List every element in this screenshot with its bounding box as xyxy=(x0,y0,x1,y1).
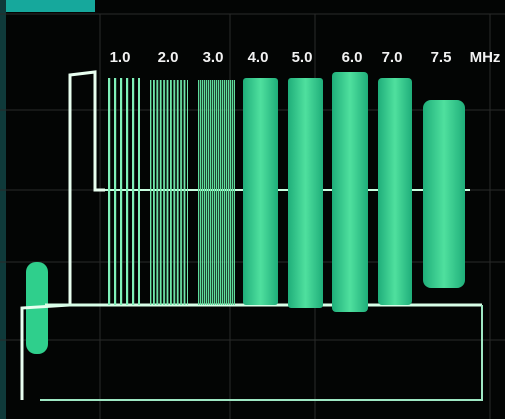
bezel-edge xyxy=(0,0,95,12)
burst-8 xyxy=(423,100,465,288)
frequency-label: 1.0 xyxy=(110,49,131,66)
frequency-label: 7.0 xyxy=(382,49,403,66)
burst-1 xyxy=(105,78,140,305)
burst-5 xyxy=(288,78,323,308)
frequency-label: 6.0 xyxy=(342,49,363,66)
unit-label: MHz xyxy=(470,49,501,66)
bezel-left xyxy=(0,0,6,419)
frequency-label: 2.0 xyxy=(158,49,179,66)
burst-6 xyxy=(332,72,368,312)
frequency-label: 5.0 xyxy=(292,49,313,66)
pedestal-trace xyxy=(20,70,105,400)
frequency-label: 7.5 xyxy=(431,49,452,66)
sync-trace xyxy=(40,305,483,401)
frequency-label: 3.0 xyxy=(203,49,224,66)
burst-2 xyxy=(150,80,188,305)
burst-7 xyxy=(378,78,412,305)
waveform xyxy=(20,70,483,401)
frequency-label: 4.0 xyxy=(248,49,269,66)
burst-3 xyxy=(198,80,235,305)
burst-4 xyxy=(243,78,278,305)
